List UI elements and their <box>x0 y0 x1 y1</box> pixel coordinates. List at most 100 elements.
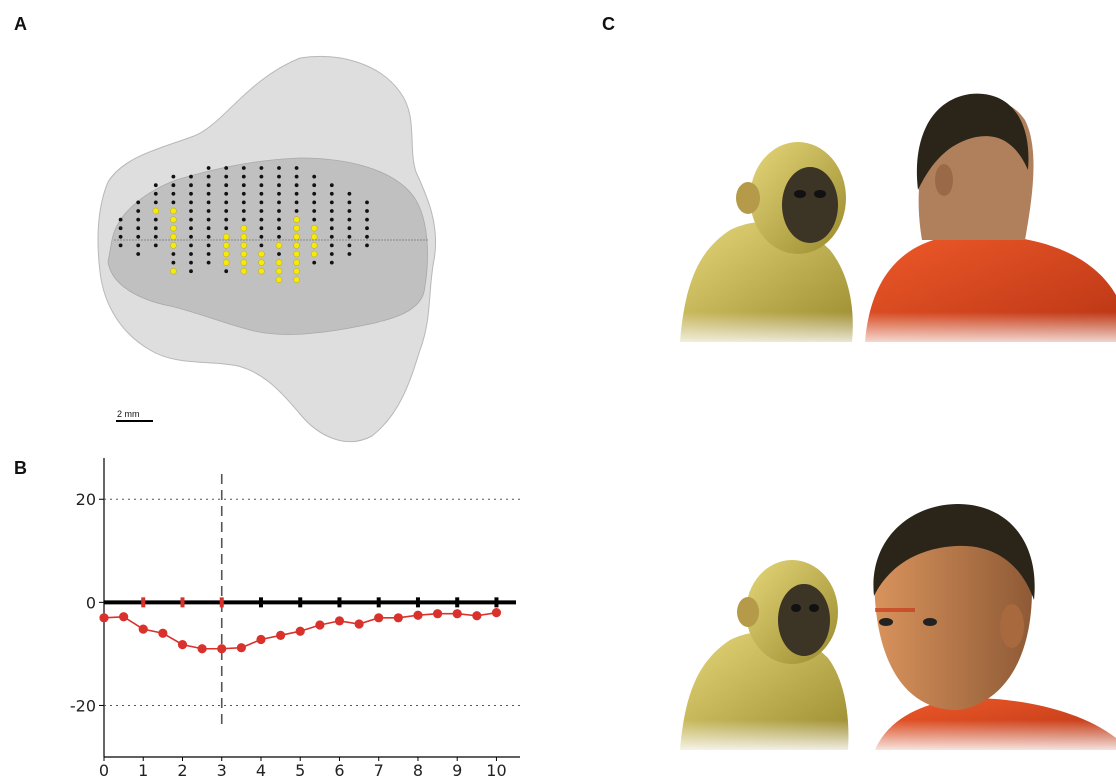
electrode-site-responsive <box>310 233 318 241</box>
baseline-marker <box>455 597 460 608</box>
data-point <box>138 624 148 634</box>
baseline-marker <box>494 597 499 608</box>
electrode-site-responsive <box>293 259 300 266</box>
electrode-site <box>259 191 264 196</box>
baseline-marker <box>180 597 185 608</box>
electrode-site <box>189 226 193 231</box>
electrode-site <box>136 209 141 213</box>
electrode-site-responsive <box>170 233 177 241</box>
electrode-site <box>347 252 352 256</box>
electrode-site <box>277 183 281 188</box>
data-point <box>158 628 168 638</box>
human-face-figure <box>873 504 1116 750</box>
data-point <box>177 640 188 650</box>
electrode-site <box>206 243 211 248</box>
data-point <box>354 619 364 629</box>
baseline-marker <box>219 597 224 608</box>
panel-label-a: A <box>14 14 27 34</box>
electrode-site <box>206 226 211 231</box>
electrode-site <box>294 200 299 205</box>
electrode-site-responsive <box>240 259 248 266</box>
electrode-site <box>365 200 369 205</box>
electrode-site <box>189 174 193 179</box>
electrode-site <box>277 191 281 196</box>
electrode-site <box>259 243 264 248</box>
electrode-site <box>171 174 176 179</box>
electrode-site <box>259 234 264 239</box>
electrode-site <box>171 191 176 196</box>
electrode-site <box>329 183 334 188</box>
data-point <box>472 611 482 621</box>
x-tick-label: 1 <box>138 761 148 780</box>
electrode-site <box>136 243 141 248</box>
electrode-site <box>224 191 229 196</box>
electrode-site-responsive <box>310 224 318 232</box>
baseline-marker <box>141 597 146 608</box>
electrode-site <box>329 243 334 248</box>
electrode-site-responsive <box>258 267 265 275</box>
electrode-site-responsive <box>170 242 177 249</box>
electrode-site-responsive <box>293 224 300 232</box>
data-point <box>217 644 227 654</box>
electrode-site <box>312 183 317 188</box>
electrode-site <box>224 217 229 222</box>
electrode-site <box>329 260 334 265</box>
electrode-site <box>277 200 281 205</box>
panel-label-c: C <box>602 14 615 34</box>
electrode-site <box>277 174 281 179</box>
electrode-grid <box>118 166 369 284</box>
electrode-site <box>277 209 281 213</box>
electrode-site <box>365 209 369 213</box>
electrode-site <box>329 209 334 213</box>
electrode-site <box>312 191 317 196</box>
electrode-site <box>277 226 281 231</box>
electrode-site <box>153 226 158 231</box>
electrode-site <box>189 260 193 265</box>
electrode-site <box>312 174 317 179</box>
electrode-site <box>329 200 334 205</box>
x-tick-label: 6 <box>334 761 344 780</box>
electrode-site <box>153 183 158 188</box>
electrode-site <box>118 217 123 222</box>
electrode-site <box>365 217 369 222</box>
electrode-site <box>206 166 211 170</box>
electrode-site <box>189 252 193 256</box>
electrode-site <box>153 191 158 196</box>
electrode-site <box>153 217 158 222</box>
electrode-site <box>189 217 193 222</box>
electrode-site <box>312 200 317 205</box>
x-tick-label: 7 <box>374 761 384 780</box>
data-point <box>374 613 384 623</box>
data-point <box>276 630 286 640</box>
data-point <box>452 609 462 619</box>
electrode-site <box>153 200 158 205</box>
electrode-site-responsive <box>222 242 230 249</box>
electrode-site <box>136 200 141 205</box>
electrode-site <box>259 174 264 179</box>
electrode-site <box>241 191 246 196</box>
y-tick-label: 0 <box>86 593 96 612</box>
x-tick-label: 3 <box>217 761 227 780</box>
electrode-site-responsive <box>222 250 230 258</box>
electrode-site <box>189 191 193 196</box>
electrode-site <box>224 269 229 274</box>
electrode-site-responsive <box>293 267 300 275</box>
electrode-site <box>277 166 281 170</box>
electrode-site <box>241 200 246 205</box>
electrode-site <box>312 260 317 265</box>
electrode-site-responsive <box>258 250 265 258</box>
electrode-site <box>136 234 141 239</box>
electrode-site-responsive <box>240 267 248 275</box>
electrode-site <box>189 200 193 205</box>
electrode-site <box>347 209 352 213</box>
electrode-site-responsive <box>170 267 177 275</box>
electrode-site <box>224 183 229 188</box>
electrode-site <box>241 166 246 170</box>
electrode-site <box>294 174 299 179</box>
electrode-site <box>206 174 211 179</box>
human-back-figure <box>865 93 1116 342</box>
electrode-site <box>329 191 334 196</box>
baseline-marker <box>337 597 342 608</box>
electrode-site <box>118 226 123 231</box>
electrode-site <box>206 252 211 256</box>
